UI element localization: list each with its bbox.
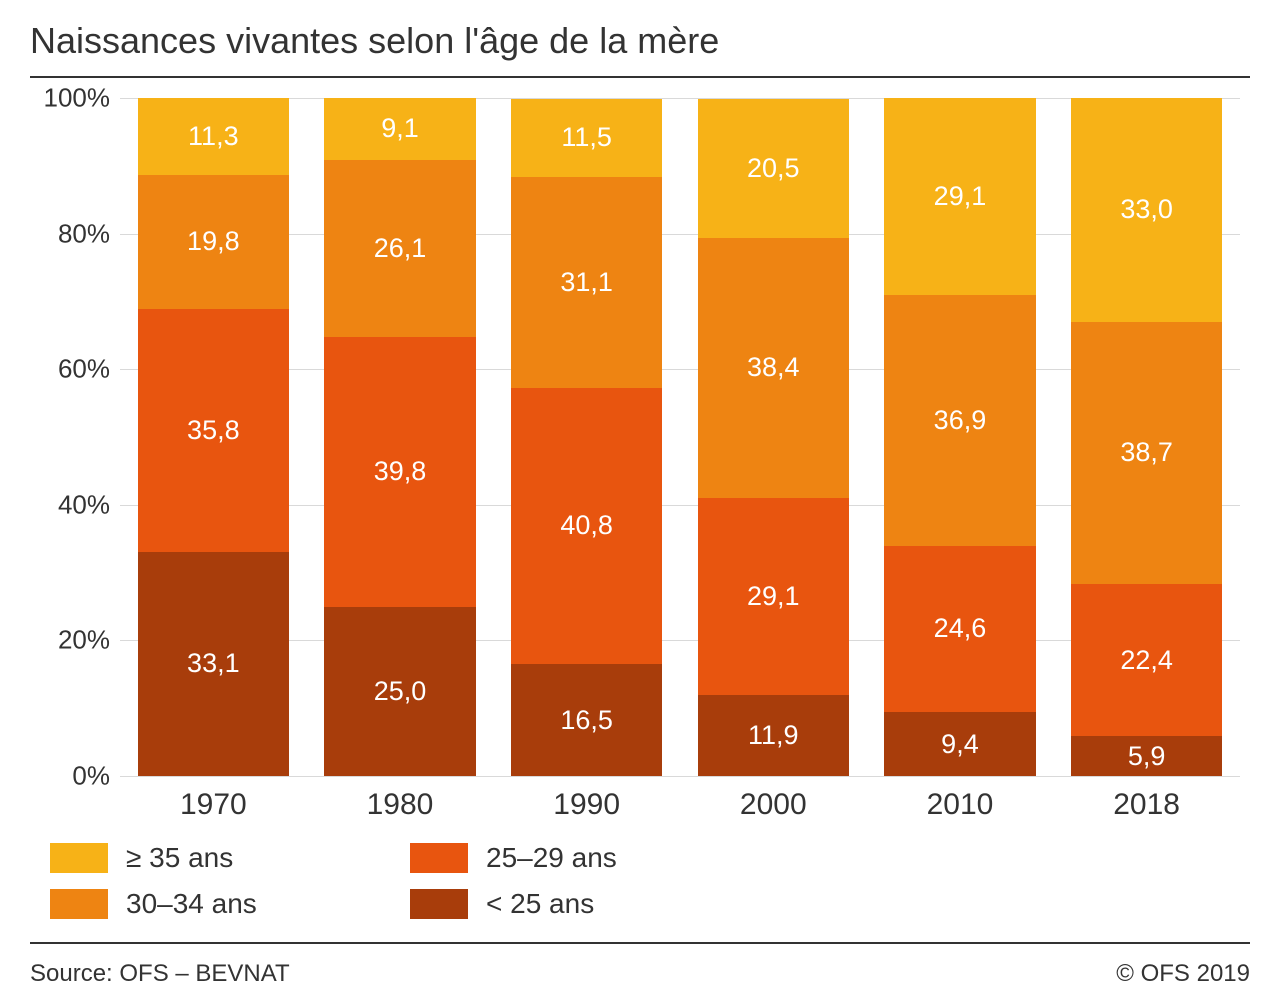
bar-segment: 33,0 bbox=[1071, 98, 1222, 322]
legend-swatch bbox=[410, 889, 468, 919]
y-axis-label: 40% bbox=[30, 489, 110, 520]
x-axis-label: 2010 bbox=[884, 788, 1035, 822]
chart-area: 0%20%40%60%80%100%33,135,819,811,325,039… bbox=[30, 98, 1250, 942]
x-axis-label: 1980 bbox=[324, 788, 475, 822]
bar-segment: 11,9 bbox=[698, 695, 849, 776]
bar-segment: 16,5 bbox=[511, 664, 662, 776]
bar-segment: 20,5 bbox=[698, 99, 849, 238]
legend-label: 25–29 ans bbox=[486, 842, 617, 874]
plot-area: 0%20%40%60%80%100%33,135,819,811,325,039… bbox=[120, 98, 1240, 776]
legend-item: 30–34 ans bbox=[50, 888, 370, 920]
bar-segment: 29,1 bbox=[884, 98, 1035, 295]
x-axis-label: 2000 bbox=[698, 788, 849, 822]
chart-container: Naissances vivantes selon l'âge de la mè… bbox=[0, 0, 1280, 1006]
legend-item: ≥ 35 ans bbox=[50, 842, 370, 874]
x-axis-label: 1970 bbox=[138, 788, 289, 822]
legend-label: < 25 ans bbox=[486, 888, 594, 920]
bar-column: 11,929,138,420,5 bbox=[698, 98, 849, 776]
bar-segment: 19,8 bbox=[138, 175, 289, 309]
legend-swatch bbox=[410, 843, 468, 873]
legend: ≥ 35 ans 25–29 ans 30–34 ans < 25 ans bbox=[50, 842, 1250, 942]
y-axis-label: 80% bbox=[30, 218, 110, 249]
y-axis-label: 60% bbox=[30, 354, 110, 385]
bar-column: 25,039,826,19,1 bbox=[324, 98, 475, 776]
bar-segment: 11,5 bbox=[511, 99, 662, 177]
chart-title: Naissances vivantes selon l'âge de la mè… bbox=[30, 20, 1250, 78]
bar-segment: 36,9 bbox=[884, 295, 1035, 545]
bars: 33,135,819,811,325,039,826,19,116,540,83… bbox=[120, 98, 1240, 776]
bar-segment: 33,1 bbox=[138, 552, 289, 776]
bar-segment: 39,8 bbox=[324, 337, 475, 607]
bar-segment: 24,6 bbox=[884, 546, 1035, 713]
bar-segment: 22,4 bbox=[1071, 584, 1222, 736]
bar-segment: 26,1 bbox=[324, 160, 475, 337]
x-axis-label: 2018 bbox=[1071, 788, 1222, 822]
bar-segment: 9,4 bbox=[884, 712, 1035, 776]
bar-column: 9,424,636,929,1 bbox=[884, 98, 1035, 776]
legend-swatch bbox=[50, 843, 108, 873]
source-text: Source: OFS – BEVNAT bbox=[30, 960, 290, 988]
y-axis-label: 0% bbox=[30, 761, 110, 792]
bar-column: 5,922,438,733,0 bbox=[1071, 98, 1222, 776]
legend-label: 30–34 ans bbox=[126, 888, 257, 920]
grid-line bbox=[120, 776, 1240, 777]
y-axis-label: 100% bbox=[30, 83, 110, 114]
legend-item: 25–29 ans bbox=[410, 842, 730, 874]
bar-segment: 38,7 bbox=[1071, 322, 1222, 584]
legend-item: < 25 ans bbox=[410, 888, 730, 920]
x-axis: 1970 1980 1990 2000 2010 2018 bbox=[120, 776, 1240, 842]
x-axis-label: 1990 bbox=[511, 788, 662, 822]
bar-segment: 35,8 bbox=[138, 309, 289, 552]
bar-segment: 31,1 bbox=[511, 177, 662, 388]
bar-segment: 9,1 bbox=[324, 98, 475, 160]
footer: Source: OFS – BEVNAT © OFS 2019 bbox=[30, 942, 1250, 988]
bar-segment: 5,9 bbox=[1071, 736, 1222, 776]
y-axis-label: 20% bbox=[30, 625, 110, 656]
bar-segment: 25,0 bbox=[324, 607, 475, 777]
bar-column: 33,135,819,811,3 bbox=[138, 98, 289, 776]
bar-segment: 38,4 bbox=[698, 238, 849, 498]
legend-swatch bbox=[50, 889, 108, 919]
bar-segment: 40,8 bbox=[511, 388, 662, 665]
bar-segment: 29,1 bbox=[698, 498, 849, 695]
legend-label: ≥ 35 ans bbox=[126, 842, 233, 874]
copyright-text: © OFS 2019 bbox=[1116, 960, 1250, 988]
bar-column: 16,540,831,111,5 bbox=[511, 98, 662, 776]
bar-segment: 11,3 bbox=[138, 98, 289, 175]
